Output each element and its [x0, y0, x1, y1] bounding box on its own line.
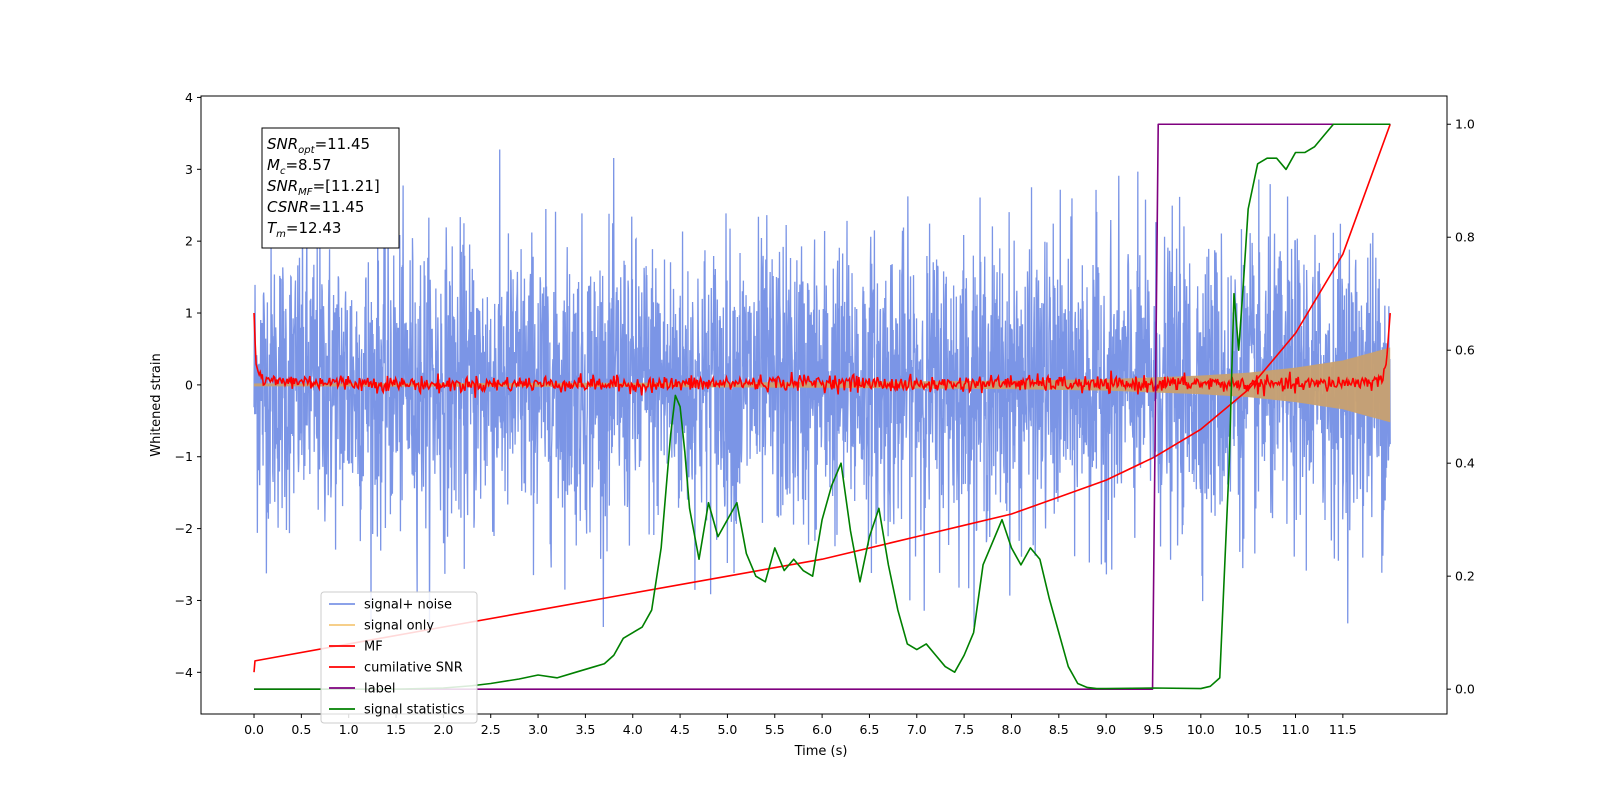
annotation-symbol: T	[267, 219, 278, 237]
legend-label: cumilative SNR	[364, 661, 463, 676]
annotation-symbol: SNR	[267, 177, 298, 195]
x-tick-label: 8.5	[1049, 722, 1069, 737]
x-tick-label: 8.0	[1002, 722, 1022, 737]
x-tick-label: 1.0	[339, 722, 359, 737]
legend-label: MF	[364, 640, 383, 655]
series-mf	[253, 312, 1391, 398]
annotation-value: =11.45	[315, 135, 371, 153]
series-label	[254, 123, 1391, 690]
annotation-subscript: opt	[298, 145, 315, 156]
annotation-box: SNRopt=11.45Mc=8.57SNRMF=[11.21]CSNR=11.…	[261, 127, 400, 249]
x-tick-label: 10.0	[1187, 722, 1215, 737]
y2-tick-label: 0.6	[1455, 343, 1475, 358]
annotation-line: CSNR=11.45	[267, 198, 364, 216]
annotation-symbol: CSNR	[267, 198, 309, 216]
y2-tick-label: 0.8	[1455, 230, 1475, 245]
y-tick-label: 1	[185, 306, 193, 321]
x-tick-label: 7.0	[907, 722, 927, 737]
x-tick-label: 5.5	[765, 722, 785, 737]
x-tick-label: 4.5	[670, 722, 690, 737]
x-tick-label: 2.0	[433, 722, 453, 737]
y2-tick-label: 0.4	[1455, 456, 1475, 471]
y-axis-label: Whitened strain	[149, 353, 164, 456]
y-tick-label: −1	[175, 449, 193, 464]
y2-tick-label: 0.0	[1455, 682, 1475, 697]
x-tick-label: 9.0	[1096, 722, 1116, 737]
x-tick-label: 3.0	[528, 722, 548, 737]
annotation-value: =[11.21]	[313, 177, 380, 195]
y-tick-label: −4	[175, 665, 193, 680]
series-signal-noise	[253, 149, 1391, 628]
legend-label: signal+ noise	[364, 598, 452, 613]
x-tick-label: 11.0	[1282, 722, 1310, 737]
x-tick-label: 1.5	[386, 722, 406, 737]
x-tick-label: 6.0	[812, 722, 832, 737]
x-tick-label: 0.0	[244, 722, 264, 737]
legend-label: signal statistics	[364, 703, 465, 718]
y2-tick-label: 0.2	[1455, 569, 1475, 584]
x-tick-label: 0.5	[291, 722, 311, 737]
plot-frame	[200, 95, 1448, 715]
series-signal-statistics	[254, 123, 1391, 690]
annotation-symbol: SNR	[267, 135, 298, 153]
x-tick-label: 11.5	[1329, 722, 1357, 737]
x-tick-label: 3.5	[575, 722, 595, 737]
x-tick-label: 4.0	[623, 722, 643, 737]
x-tick-label: 2.5	[481, 722, 501, 737]
legend-label: label	[364, 682, 395, 697]
x-tick-label: 7.5	[954, 722, 974, 737]
x-axis-label: Time (s)	[794, 744, 848, 759]
legend-label: signal only	[364, 619, 434, 634]
x-tick-label: 5.0	[717, 722, 737, 737]
y-tick-label: 2	[185, 234, 193, 249]
annotation-line: Tm=12.43	[267, 219, 341, 240]
annotation-value: =12.43	[286, 219, 342, 237]
y-tick-label: 4	[185, 90, 193, 105]
annotation-line: SNRopt=11.45	[267, 135, 370, 156]
y-tick-label: −2	[175, 521, 193, 536]
annotation-subscript: MF	[298, 187, 313, 198]
y-tick-label: 0	[185, 377, 193, 392]
annotation-line: SNRMF=[11.21]	[267, 177, 380, 198]
legend: signal+ noise signal only MF cumilative SNR…	[320, 591, 478, 724]
x-tick-label: 6.5	[860, 722, 880, 737]
annotation-line: Mc=8.57	[267, 156, 331, 177]
legend-frame	[320, 591, 478, 724]
y-tick-label: −3	[175, 593, 193, 608]
noise-layer	[253, 149, 1391, 628]
annotation-subscript: m	[276, 229, 286, 240]
annotation-value: =11.45	[309, 198, 365, 216]
x-tick-label: 9.5	[1144, 722, 1164, 737]
annotation-subscript: c	[280, 166, 286, 177]
x-tick-label: 10.5	[1234, 722, 1262, 737]
annotation-value: =8.57	[285, 156, 331, 174]
annotation-frame	[261, 127, 400, 249]
axes-layer: 0.0 0.5 1.0 1.5 2.0 2.5 3.0 3.5 4.0 4.5 5.0 5.5 6.0 6…	[175, 90, 1475, 737]
annotation-symbol: M	[267, 156, 280, 174]
y-tick-label: 3	[185, 162, 193, 177]
y2-tick-label: 1.0	[1455, 117, 1475, 132]
